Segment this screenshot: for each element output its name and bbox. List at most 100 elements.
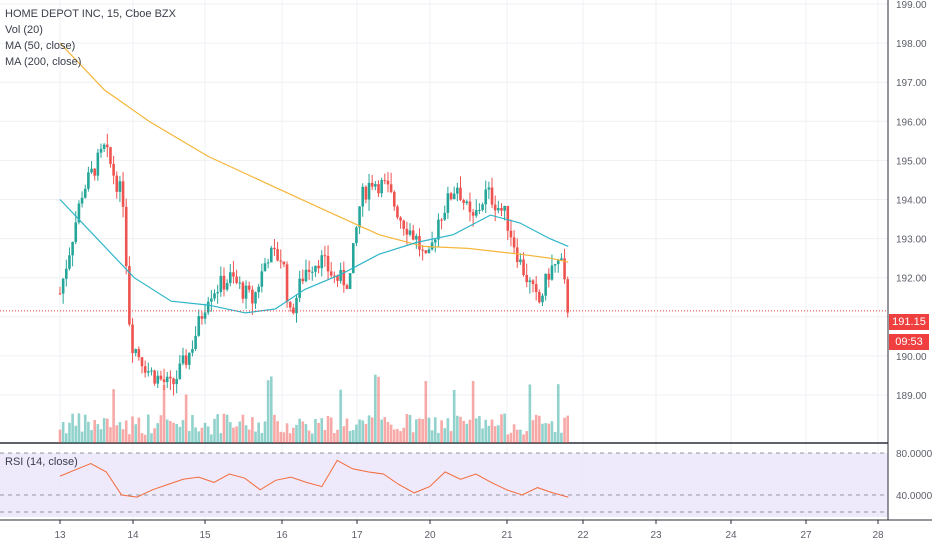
volume-bar — [266, 380, 270, 443]
volume-bar — [279, 431, 283, 443]
volume-bar — [68, 422, 71, 443]
volume-bar — [282, 432, 286, 443]
candle-body — [238, 282, 242, 284]
volume-bar — [358, 419, 361, 443]
candle-body — [408, 230, 412, 235]
ma50-line — [59, 199, 569, 314]
candle-body — [83, 188, 87, 198]
volume-bar — [194, 427, 197, 443]
volume-bar — [232, 427, 235, 443]
volume-bar — [159, 415, 163, 443]
candle-body — [541, 295, 544, 303]
candle-body — [437, 219, 440, 240]
candle-body — [153, 370, 156, 384]
volume-bar — [71, 413, 74, 443]
candle-body — [531, 280, 535, 285]
candle-body — [424, 250, 428, 253]
candle-body — [534, 284, 538, 292]
volume-bar — [175, 423, 178, 443]
candle-body — [329, 271, 333, 276]
candle-body — [184, 355, 188, 365]
time-tick-label: 27 — [800, 530, 812, 541]
candle-body — [251, 289, 254, 304]
candle-body — [519, 259, 522, 263]
candle-body — [351, 243, 355, 274]
volume-bar — [440, 420, 443, 443]
volume-bar — [544, 423, 547, 443]
time-tick-label: 28 — [872, 530, 884, 541]
volume-bar — [329, 417, 333, 443]
volume-bar — [405, 414, 409, 443]
volume-bar — [203, 422, 207, 443]
volume-bar — [310, 433, 314, 443]
volume-bar — [225, 414, 229, 443]
volume-bar — [355, 424, 358, 443]
candle-body — [490, 187, 494, 205]
volume-bar — [80, 431, 84, 443]
price-tick-label: 195.00 — [896, 156, 927, 167]
candle-body — [462, 200, 465, 204]
volume-bar — [437, 432, 440, 443]
volume-bar — [169, 421, 172, 443]
time-tick-label: 14 — [127, 530, 139, 541]
volume-bar — [61, 422, 65, 443]
candle-body — [367, 182, 371, 200]
legend-ma50: MA (50, close) — [5, 40, 76, 52]
volume-bar — [361, 420, 365, 443]
candle-body — [172, 378, 175, 385]
volume-bar — [560, 432, 563, 443]
volume-bar — [449, 431, 453, 443]
volume-bar — [222, 413, 226, 443]
volume-bar — [367, 415, 371, 443]
rsi-label: RSI (14, close) — [5, 456, 78, 468]
price-tick-label: 194.00 — [896, 196, 927, 207]
volume-bar — [348, 430, 352, 443]
price-tick-label: 193.00 — [896, 235, 927, 246]
price-tick-label: 199.00 — [896, 0, 927, 11]
volume-bar — [146, 414, 150, 443]
volume-bar — [191, 415, 194, 443]
rsi-line — [59, 459, 569, 498]
volume-bar — [65, 433, 68, 443]
candle-body — [175, 379, 178, 385]
candle-body — [228, 272, 232, 284]
candle-body — [355, 227, 358, 244]
time-tick-label: 15 — [199, 530, 211, 541]
candle-body — [307, 269, 311, 272]
candle-body — [411, 230, 415, 240]
candle-body — [370, 182, 374, 187]
candle-body — [298, 278, 301, 298]
time-tick-label: 21 — [501, 530, 513, 541]
volume-bar — [115, 425, 119, 443]
volume-bar — [541, 423, 544, 443]
volume-bar — [389, 424, 393, 443]
volume-bar — [260, 432, 264, 443]
volume-bar — [474, 418, 478, 443]
volume-bar — [87, 421, 90, 443]
volume-bar — [323, 429, 327, 443]
candle-body — [118, 181, 122, 192]
volume-bar — [456, 415, 459, 443]
candle-body — [124, 206, 128, 267]
candle-body — [550, 265, 554, 280]
candle-body — [206, 301, 210, 313]
volume-bar — [374, 374, 377, 443]
candle-body — [396, 206, 399, 218]
candle-body — [106, 144, 109, 148]
candle-body — [556, 260, 560, 265]
volume-bar — [459, 416, 462, 443]
volume-bar — [566, 415, 570, 443]
candle-body — [326, 255, 330, 272]
candle-body — [468, 201, 472, 213]
candle-body — [317, 265, 320, 269]
volume-bar — [519, 429, 522, 443]
volume-bar — [102, 418, 106, 443]
candle-body — [515, 247, 519, 263]
candle-body — [323, 255, 327, 257]
candle-body — [421, 249, 424, 251]
candle-body — [364, 186, 368, 200]
volume-bar — [380, 419, 383, 443]
volume-bar — [304, 424, 308, 443]
volume-bar — [162, 384, 166, 443]
